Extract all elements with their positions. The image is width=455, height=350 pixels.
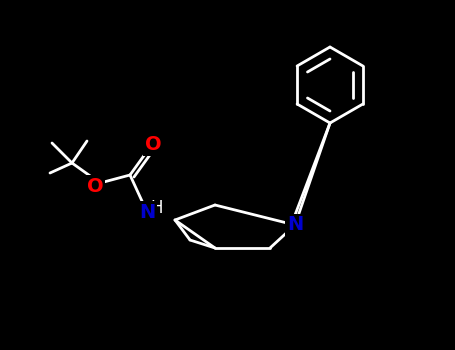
Text: O: O [87, 176, 103, 196]
Text: H: H [151, 199, 163, 217]
Text: N: N [287, 216, 303, 234]
Text: N: N [139, 203, 155, 222]
Text: O: O [145, 135, 162, 154]
